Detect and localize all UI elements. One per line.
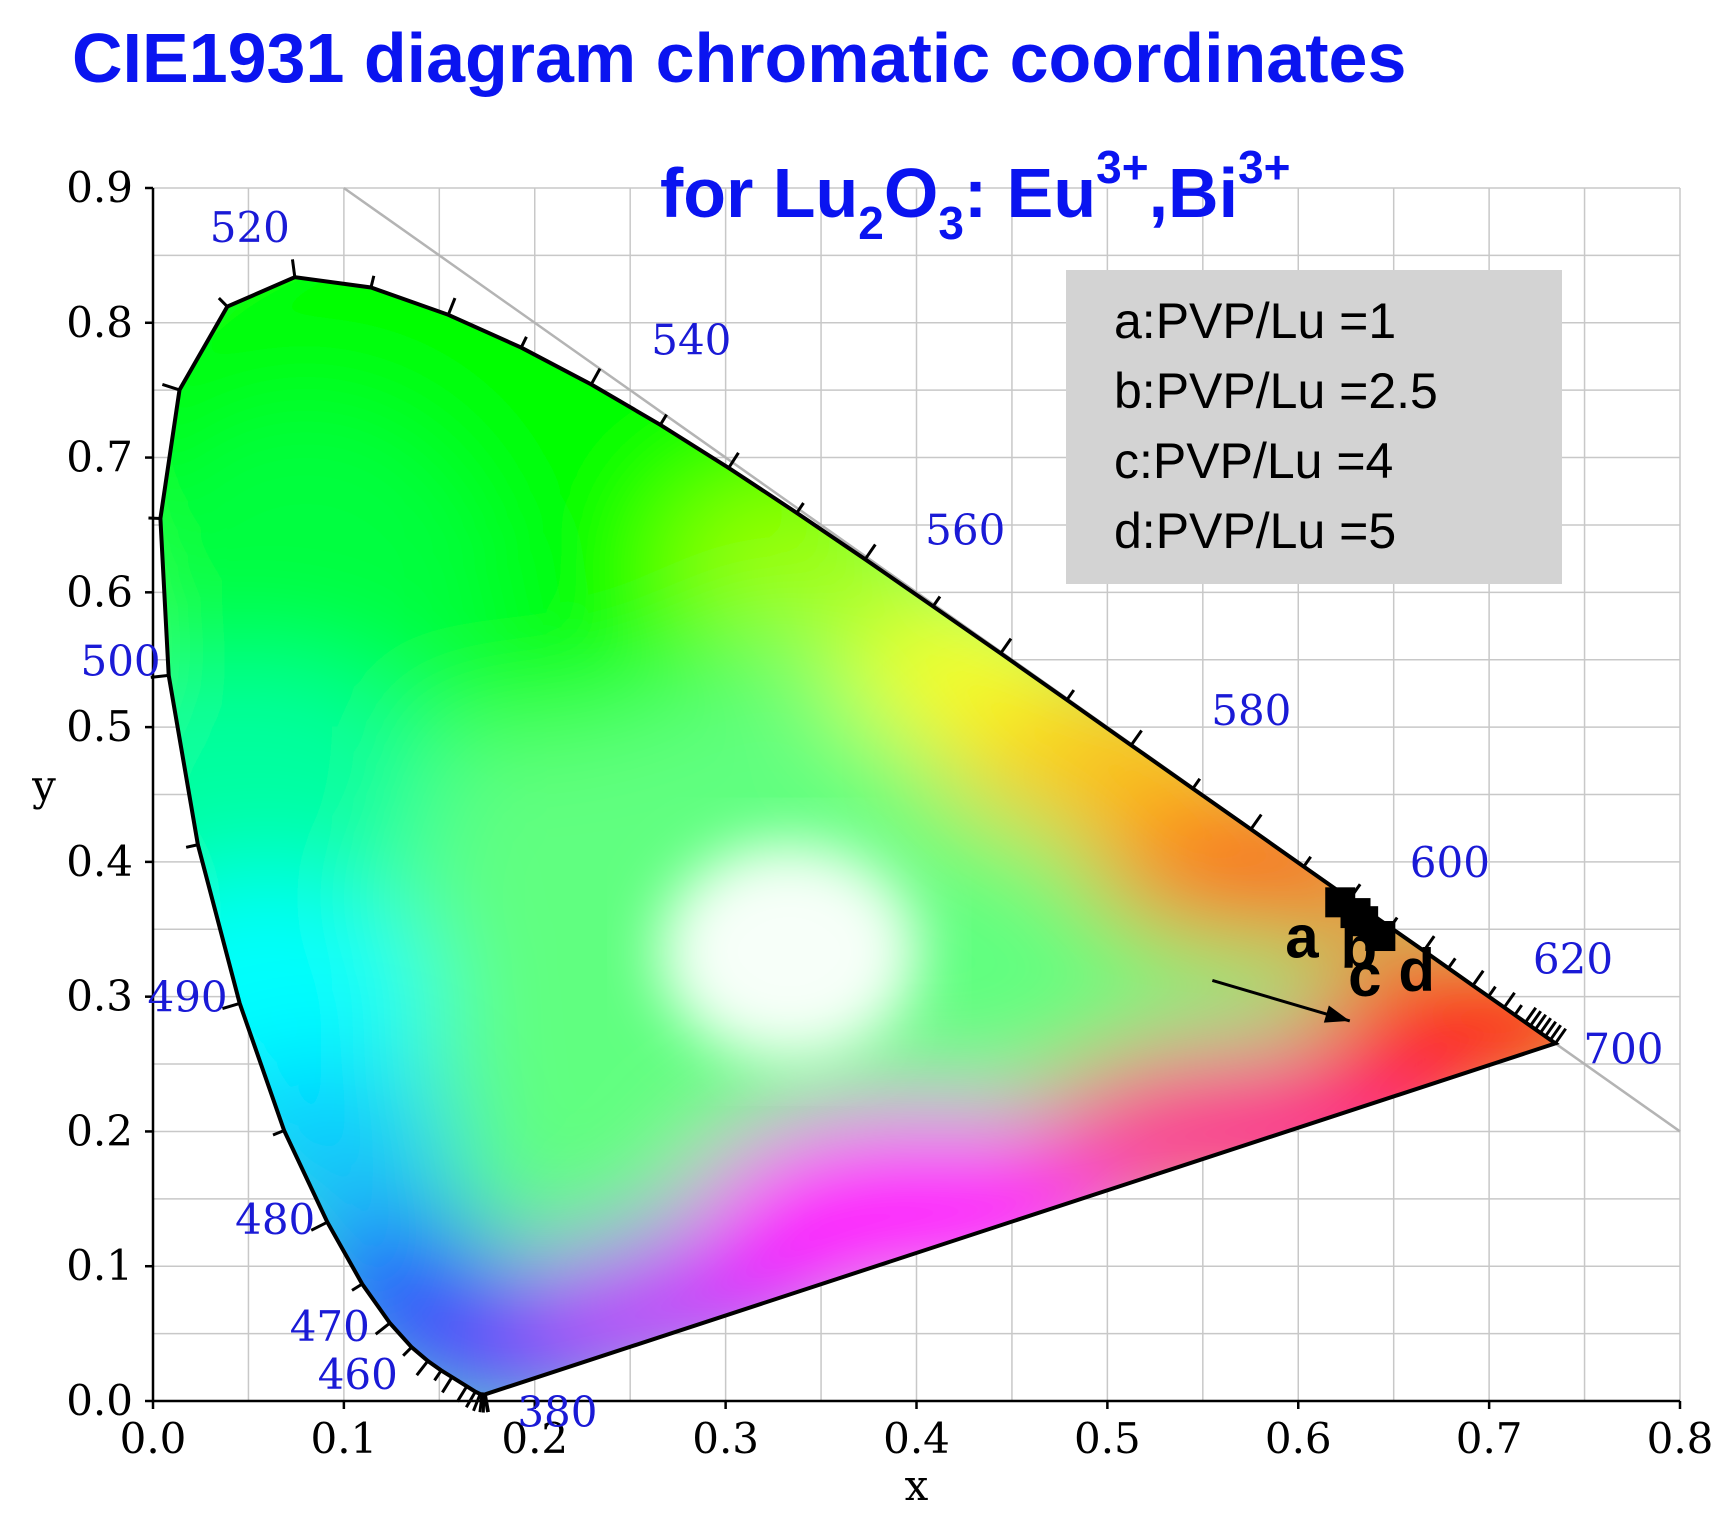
title-sup-bi: 3+	[1238, 141, 1290, 193]
wavelength-label-490: 490	[147, 972, 227, 1021]
locus-tick	[448, 298, 455, 315]
locus-tick	[219, 298, 227, 307]
y-tick-label: 0.4	[66, 837, 133, 886]
locus-tick	[1131, 730, 1141, 745]
locus-tick	[1448, 958, 1455, 968]
data-point-d	[1365, 921, 1395, 951]
title-bi: ,Bi	[1149, 154, 1238, 232]
y-tick-label: 0.7	[66, 433, 133, 482]
legend-item-b: b:PVP/Lu =2.5	[1114, 362, 1438, 420]
y-tick-label: 0.3	[66, 972, 133, 1021]
locus-tick	[1067, 690, 1074, 700]
y-tick-label: 0.0	[66, 1376, 133, 1425]
locus-tick	[376, 1323, 390, 1334]
title-sub-3: 3	[938, 197, 964, 249]
locus-tick	[1001, 639, 1011, 654]
wavelength-label-620: 620	[1533, 934, 1613, 983]
locus-tick	[1473, 971, 1483, 986]
locus-tick	[186, 845, 198, 848]
locus-tick	[292, 259, 294, 277]
wavelength-label-520: 520	[210, 203, 290, 252]
locus-tick	[591, 369, 600, 385]
x-tick-label: 0.8	[1647, 1414, 1714, 1463]
chart-title-line1: CIE1931 diagram chromatic coordinates	[72, 18, 1406, 98]
locus-tick	[521, 337, 526, 348]
title-eu: : Eu	[964, 154, 1096, 232]
title-prefix: for Lu	[660, 154, 858, 232]
x-axis-label: x	[905, 1461, 929, 1510]
locus-tick	[660, 415, 666, 425]
locus-tick	[403, 1347, 411, 1355]
color-blob	[668, 485, 935, 647]
data-point-label-d: d	[1398, 937, 1435, 1004]
title-o: O	[884, 154, 938, 232]
locus-tick	[162, 384, 179, 389]
data-point-label-a: a	[1285, 903, 1319, 970]
locus-tick	[442, 1377, 452, 1392]
x-tick-label: 0.6	[1265, 1414, 1332, 1463]
wavelength-label-580: 580	[1211, 686, 1291, 735]
title-sub-2: 2	[858, 197, 884, 249]
wavelength-label-500: 500	[80, 636, 160, 685]
color-blob	[191, 1064, 458, 1226]
y-tick-label: 0.6	[66, 567, 133, 616]
locus-tick	[352, 1284, 362, 1290]
white-center	[659, 842, 919, 1062]
data-point-label-c: c	[1348, 942, 1381, 1009]
legend-item-d: d:PVP/Lu =5	[1114, 502, 1396, 560]
locus-tick	[371, 276, 374, 288]
locus-tick	[1515, 1005, 1522, 1015]
y-tick-label: 0.9	[66, 163, 133, 212]
y-tick-label: 0.2	[66, 1106, 133, 1155]
wavelength-label-700: 700	[1583, 1024, 1663, 1073]
y-tick-label: 0.5	[66, 702, 133, 751]
wavelength-label-460: 460	[318, 1350, 398, 1399]
wavelength-label-480: 480	[235, 1195, 315, 1244]
x-tick-label: 0.5	[1074, 1414, 1141, 1463]
locus-tick	[1251, 815, 1261, 830]
white-glow	[659, 842, 919, 1062]
x-tick-label: 0.1	[310, 1414, 377, 1463]
wavelength-label-540: 540	[651, 315, 731, 364]
x-tick-label: 0.7	[1456, 1414, 1523, 1463]
chart-title-line2: for Lu2O3: Eu3+,Bi3+	[660, 140, 1291, 250]
title-sup-eu: 3+	[1096, 141, 1148, 193]
legend-item-c: c:PVP/Lu =4	[1114, 432, 1393, 490]
legend: a:PVP/Lu =1 b:PVP/Lu =2.5 c:PVP/Lu =4 d:…	[1066, 270, 1562, 584]
legend-item-a: a:PVP/Lu =1	[1114, 292, 1396, 350]
locus-tick	[1504, 993, 1514, 1008]
y-tick-label: 0.8	[66, 298, 133, 347]
x-tick-label: 0.4	[883, 1414, 950, 1463]
locus-tick	[457, 1386, 466, 1401]
locus-tick	[417, 1361, 428, 1375]
y-tick-label: 0.1	[66, 1241, 133, 1290]
y-axis-label: y	[31, 761, 56, 810]
wavelength-label-600: 600	[1410, 838, 1490, 887]
x-tick-label: 0.3	[692, 1414, 759, 1463]
wavelength-label-470: 470	[290, 1302, 370, 1351]
locus-tick	[933, 596, 940, 606]
locus-tick	[435, 1370, 442, 1380]
locus-tick	[1193, 779, 1200, 789]
wavelength-label-380: 380	[517, 1387, 597, 1436]
locus-tick	[865, 544, 875, 559]
locus-tick	[466, 1392, 475, 1408]
wavelength-label-560: 560	[925, 505, 1005, 554]
